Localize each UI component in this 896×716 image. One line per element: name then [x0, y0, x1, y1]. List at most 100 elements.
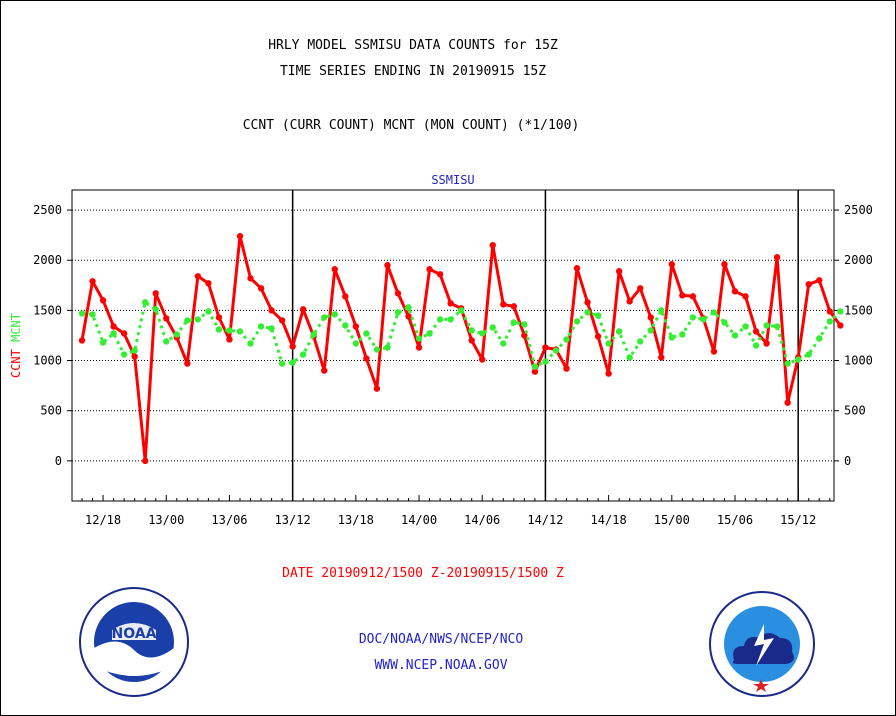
- point-mcnt-43: [531, 363, 539, 370]
- point-ccnt-38: [479, 356, 486, 363]
- point-mcnt-34: [436, 316, 444, 323]
- point-mcnt-40: [500, 340, 507, 347]
- point-ccnt-40: [500, 301, 507, 308]
- point-mcnt-58: [689, 314, 697, 321]
- point-mcnt-8: [163, 338, 170, 345]
- point-mcnt-3: [110, 330, 117, 337]
- y-tick-label-left-0: 0: [55, 454, 62, 468]
- point-mcnt-54: [647, 327, 654, 334]
- chart-title-line2: TIME SERIES ENDING IN 20190915 15Z: [279, 64, 547, 79]
- x-tick-label-4: 13/18: [338, 513, 374, 527]
- y-axis-label-ccnt: CCNT: [9, 342, 23, 378]
- y-tick-label-right-1000: 1000: [844, 354, 873, 368]
- y-tick-label-right-2500: 2500: [844, 203, 873, 217]
- point-ccnt-53: [637, 285, 644, 292]
- x-tick-label-3: 13/12: [275, 513, 311, 527]
- x-tick-label-0: 12/18: [85, 513, 121, 527]
- point-ccnt-27: [363, 355, 370, 362]
- point-mcnt-25: [342, 322, 349, 329]
- point-mcnt-46: [563, 336, 570, 343]
- plot-frame: [71, 189, 835, 502]
- point-ccnt-0: [78, 337, 86, 344]
- point-ccnt-25: [342, 293, 349, 300]
- point-mcnt-51: [615, 328, 623, 335]
- y-tick-label-right-2000: 2000: [844, 253, 873, 267]
- x-tick-label-5: 14/00: [401, 513, 437, 527]
- point-ccnt-6: [141, 457, 149, 465]
- point-mcnt-33: [426, 330, 433, 337]
- point-ccnt-64: [752, 328, 760, 335]
- point-ccnt-8: [163, 315, 170, 322]
- point-mcnt-21: [299, 351, 307, 358]
- point-ccnt-48: [584, 299, 591, 306]
- y-axis-label-mcnt: MCNT: [9, 313, 23, 342]
- footer-org-line: DOC/NOAA/NWS/NCEP/NCO: [358, 632, 524, 647]
- point-mcnt-60: [710, 309, 718, 316]
- point-ccnt-57: [679, 292, 686, 299]
- point-ccnt-41: [510, 303, 518, 310]
- x-tick-label-10: 15/06: [717, 513, 753, 527]
- point-mcnt-59: [700, 316, 707, 323]
- point-ccnt-29: [384, 262, 391, 269]
- point-mcnt-15: [236, 328, 244, 335]
- y-tick-label-right-0: 0: [844, 454, 851, 468]
- point-ccnt-28: [373, 385, 381, 392]
- nws-logo-icon: [709, 591, 815, 697]
- point-ccnt-46: [563, 365, 570, 372]
- point-ccnt-16: [247, 275, 254, 282]
- point-ccnt-69: [805, 281, 812, 288]
- point-mcnt-38: [479, 330, 486, 337]
- point-mcnt-72: [837, 308, 844, 315]
- point-ccnt-7: [152, 290, 159, 297]
- date-range-label: DATE 20190912/1500 Z-20190915/1500 Z: [282, 566, 564, 581]
- point-ccnt-15: [236, 232, 244, 240]
- point-ccnt-24: [331, 266, 338, 273]
- point-mcnt-19: [278, 360, 286, 367]
- point-ccnt-4: [120, 330, 128, 337]
- point-mcnt-57: [679, 331, 686, 338]
- point-mcnt-36: [457, 307, 465, 314]
- point-mcnt-5: [131, 347, 138, 354]
- point-ccnt-63: [742, 293, 749, 300]
- point-ccnt-12: [205, 280, 212, 287]
- point-ccnt-52: [626, 298, 633, 305]
- point-mcnt-71: [826, 318, 833, 325]
- point-ccnt-23: [321, 367, 328, 374]
- point-ccnt-70: [816, 277, 823, 284]
- point-ccnt-3: [110, 323, 117, 330]
- point-ccnt-10: [184, 360, 191, 367]
- point-ccnt-71: [826, 308, 833, 315]
- x-tick-label-7: 14/12: [527, 513, 563, 527]
- point-mcnt-24: [331, 311, 338, 318]
- point-ccnt-35: [447, 300, 454, 307]
- point-mcnt-47: [573, 318, 581, 325]
- point-mcnt-27: [363, 330, 370, 337]
- point-ccnt-1: [89, 278, 96, 285]
- point-mcnt-16: [247, 340, 254, 347]
- point-mcnt-42: [521, 321, 528, 328]
- y-tick-label-left-1000: 1000: [33, 354, 62, 368]
- point-ccnt-32: [415, 344, 423, 351]
- chart-series-title: SSMISU: [431, 173, 474, 187]
- point-ccnt-62: [731, 288, 739, 295]
- point-ccnt-20: [289, 343, 296, 350]
- point-ccnt-54: [647, 314, 654, 321]
- point-ccnt-18: [268, 307, 275, 314]
- point-ccnt-65: [763, 340, 770, 347]
- point-mcnt-28: [373, 346, 381, 353]
- point-mcnt-2: [99, 339, 107, 346]
- point-mcnt-30: [394, 309, 402, 316]
- point-mcnt-62: [731, 332, 739, 339]
- point-mcnt-11: [194, 316, 202, 323]
- point-mcnt-7: [152, 306, 159, 313]
- svg-text:NOAA: NOAA: [112, 626, 157, 642]
- chart-subtitle: CCNT (CURR COUNT) MCNT (MON COUNT) (*1/1…: [242, 118, 580, 133]
- point-ccnt-26: [352, 323, 360, 330]
- point-ccnt-47: [573, 265, 581, 272]
- point-mcnt-41: [510, 319, 518, 326]
- point-mcnt-12: [205, 308, 212, 315]
- point-mcnt-64: [752, 342, 760, 349]
- point-ccnt-72: [837, 322, 844, 329]
- noaa-logo-icon: NOAA: [79, 587, 189, 697]
